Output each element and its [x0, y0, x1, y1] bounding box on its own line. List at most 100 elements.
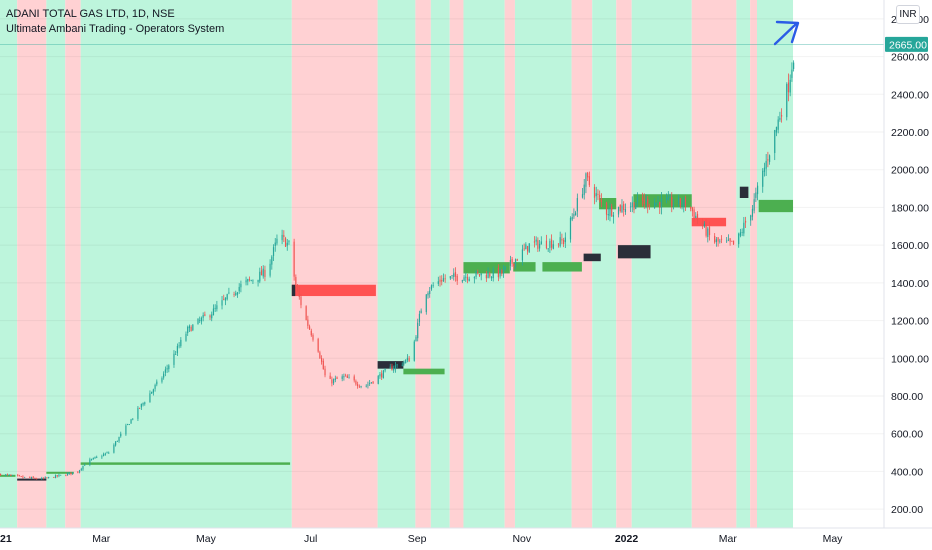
candle: [293, 238, 295, 281]
candle: [681, 199, 683, 210]
price-axis[interactable]: 2800.002600.002400.002200.002000.001800.…: [883, 0, 932, 550]
candle: [648, 203, 651, 210]
candle-body: [777, 119, 779, 130]
candle: [502, 265, 505, 278]
candle: [429, 286, 431, 298]
candle-body: [550, 239, 553, 248]
candle-body: [90, 459, 93, 460]
price-tick-label: 1400.00: [891, 278, 929, 290]
candle-body: [678, 197, 680, 204]
candle: [511, 256, 513, 267]
candle: [564, 232, 566, 248]
currency-button[interactable]: INR: [896, 5, 920, 24]
candle-body: [377, 375, 379, 384]
candle-body: [641, 197, 644, 201]
candle-body: [695, 215, 697, 219]
time-axis-bg: [0, 528, 932, 550]
candle-body: [370, 382, 372, 384]
candle-body: [151, 391, 153, 394]
trend-band-bull: [592, 0, 617, 528]
candle: [537, 237, 539, 252]
candle: [605, 201, 608, 221]
candle-body: [163, 373, 165, 378]
candle: [269, 259, 271, 278]
candle-body: [679, 198, 681, 206]
candle: [333, 378, 335, 386]
candle-body: [499, 269, 501, 277]
candle: [657, 195, 659, 204]
candle: [259, 267, 261, 284]
candle: [454, 267, 457, 282]
candle: [245, 276, 247, 286]
candle-body: [104, 453, 106, 455]
candle-body: [473, 277, 475, 279]
candle: [417, 318, 419, 342]
candle: [346, 374, 348, 379]
candle-body: [744, 220, 747, 223]
candle: [156, 379, 158, 387]
candle: [451, 275, 453, 279]
candle-body: [17, 474, 19, 476]
candle-body: [793, 62, 795, 69]
candle-body: [497, 267, 499, 278]
candle-body: [168, 365, 170, 370]
candle: [96, 455, 98, 459]
candle-body: [693, 209, 695, 218]
candle-body: [535, 239, 537, 242]
candle-body: [149, 393, 151, 403]
candle-body: [358, 386, 360, 388]
candle-body: [240, 283, 242, 288]
candle: [283, 230, 285, 243]
candle: [212, 304, 215, 316]
candle: [635, 202, 637, 210]
price-tick-label: 1200.00: [891, 316, 929, 328]
trend-band-bear: [65, 0, 81, 528]
candle: [756, 182, 759, 201]
candle: [655, 202, 657, 206]
candle: [180, 337, 182, 348]
time-axis[interactable]: 2021 Mar May Jul Sep Nov 2022 Mar May: [0, 527, 932, 550]
candle: [382, 369, 384, 379]
candle-body: [477, 272, 479, 273]
candle: [475, 270, 477, 280]
candle-body: [236, 292, 239, 295]
zone-green: [0, 474, 16, 477]
candle-body: [53, 477, 55, 478]
candle: [550, 234, 553, 251]
candle-body: [271, 256, 273, 265]
candle: [80, 467, 82, 472]
indicator-zones: [0, 186, 794, 481]
trend-arrow-annotation: [773, 20, 800, 46]
zone-dark: [291, 284, 296, 297]
candle-body: [461, 280, 463, 282]
candle: [322, 358, 324, 370]
candle-body: [511, 259, 513, 264]
candle-body: [48, 476, 50, 478]
candle: [775, 126, 778, 137]
candle: [691, 206, 693, 217]
candle: [236, 291, 239, 298]
candle: [336, 376, 338, 380]
candle-body: [708, 226, 711, 236]
candle: [456, 273, 458, 285]
candle-body: [585, 173, 587, 187]
candle: [8, 474, 10, 476]
candle-body: [389, 366, 391, 369]
candle-body: [420, 310, 422, 314]
candle: [30, 476, 33, 479]
time-tick-label: May: [196, 533, 217, 545]
candle: [449, 276, 451, 280]
candle-body: [513, 263, 515, 266]
candle: [695, 212, 697, 219]
candle-body: [430, 285, 433, 290]
candle: [369, 379, 371, 386]
candle-body: [257, 279, 259, 283]
candle-body: [298, 290, 300, 297]
candle: [5, 473, 7, 477]
price-tick-label: 2400.00: [891, 89, 929, 101]
candle: [120, 431, 122, 438]
candle: [139, 407, 141, 409]
price-tick-label: 1600.00: [891, 240, 929, 252]
candle: [367, 381, 369, 389]
